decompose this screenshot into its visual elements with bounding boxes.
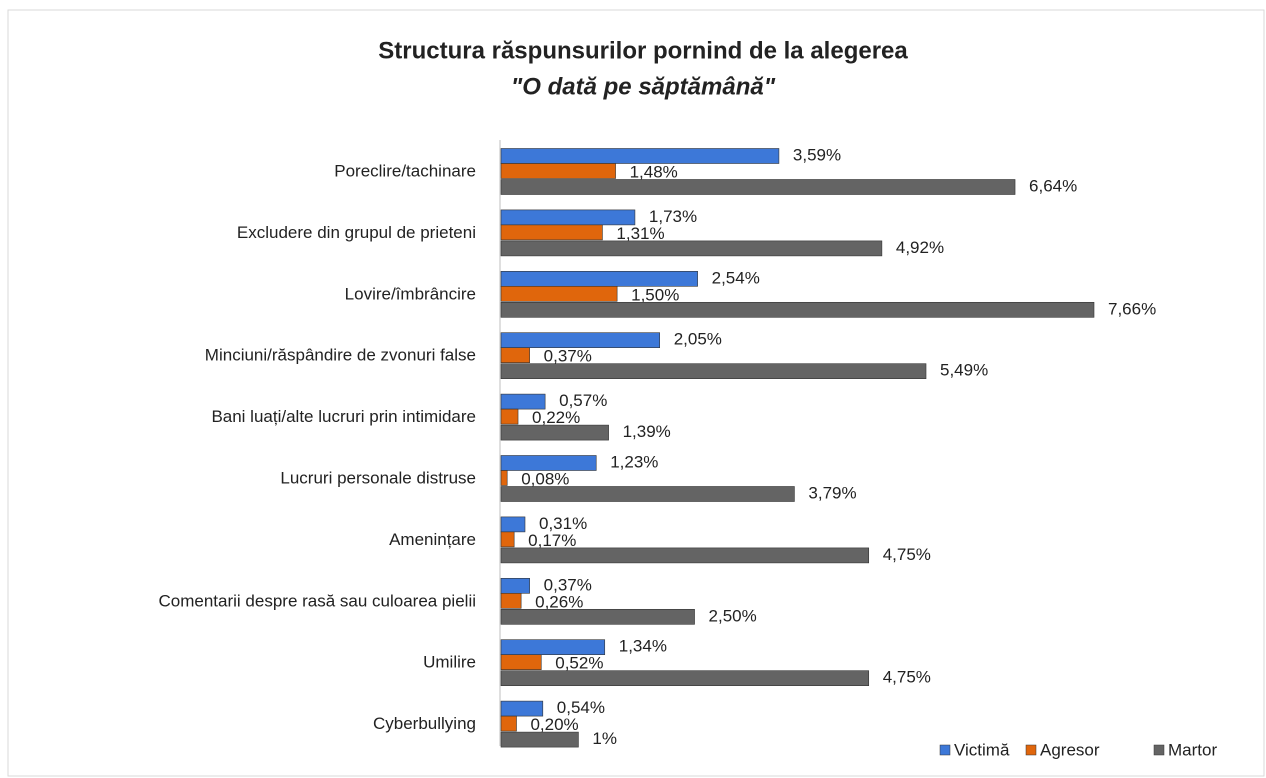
chart-title: Structura răspunsurilor pornind de la al… xyxy=(378,37,908,64)
bar xyxy=(500,148,780,164)
value-label: 1% xyxy=(592,729,617,748)
category-label: Minciuni/răspândire de zvonuri false xyxy=(205,346,476,365)
category-label: Lovire/îmbrâncire xyxy=(345,284,476,303)
bar xyxy=(500,577,530,594)
value-label: 0,26% xyxy=(535,592,583,611)
category-label: Umilire xyxy=(423,653,476,672)
chart-frame xyxy=(7,9,1265,777)
category-label: Bani luați/alte lucruri prin intimidare xyxy=(211,407,476,426)
bar xyxy=(500,224,603,241)
bar xyxy=(500,179,1016,195)
value-label: 1,50% xyxy=(631,285,679,304)
value-label: 1,48% xyxy=(630,162,678,181)
bar xyxy=(500,547,870,564)
value-label: 0,37% xyxy=(544,347,592,366)
category-label: Cyberbullying xyxy=(373,714,476,733)
category-label: Lucruri personale distruse xyxy=(280,468,476,487)
bar xyxy=(500,363,927,380)
bar xyxy=(500,393,546,410)
value-label: 0,17% xyxy=(528,531,576,550)
category-label: Comentarii despre rasă sau culoarea piel… xyxy=(159,591,477,610)
bar xyxy=(500,700,544,717)
category-label: Excludere din grupul de prieteni xyxy=(237,223,476,242)
bar xyxy=(500,301,1095,318)
legend-swatch xyxy=(1153,744,1165,756)
bar xyxy=(500,240,883,257)
chart-subtitle: "O dată pe săptămână" xyxy=(511,73,776,100)
value-label: 1,73% xyxy=(649,207,697,226)
bar xyxy=(500,715,517,732)
bar xyxy=(500,531,515,548)
legend-label: Victimă xyxy=(954,740,1010,759)
value-label: 0,37% xyxy=(544,575,592,594)
value-label: 0,31% xyxy=(539,514,587,533)
bar xyxy=(500,654,542,671)
bar xyxy=(500,270,698,287)
legend-swatch xyxy=(939,744,951,756)
bar xyxy=(500,163,616,179)
bar xyxy=(500,608,695,625)
value-label: 2,05% xyxy=(674,330,722,349)
bar xyxy=(500,486,795,502)
bar xyxy=(500,209,636,226)
value-label: 3,59% xyxy=(793,145,841,164)
value-label: 6,64% xyxy=(1029,176,1077,195)
value-label: 1,23% xyxy=(610,452,658,471)
bar xyxy=(500,470,508,486)
value-label: 4,75% xyxy=(883,668,931,687)
bar xyxy=(500,455,597,471)
value-label: 0,20% xyxy=(530,715,578,734)
category-label: Poreclire/tachinare xyxy=(334,161,476,180)
value-label: 0,54% xyxy=(557,698,605,717)
value-label: 5,49% xyxy=(940,361,988,380)
bar xyxy=(500,408,519,425)
legend-swatch xyxy=(1025,744,1037,756)
bar xyxy=(500,592,522,609)
value-label: 7,66% xyxy=(1108,299,1156,318)
bar xyxy=(500,516,526,533)
value-label: 0,57% xyxy=(559,391,607,410)
value-label: 2,50% xyxy=(709,606,757,625)
bar xyxy=(500,424,609,441)
value-label: 0,08% xyxy=(521,469,569,488)
value-label: 0,52% xyxy=(555,654,603,673)
bar xyxy=(500,731,579,748)
bar xyxy=(500,639,606,656)
value-label: 4,75% xyxy=(883,545,931,564)
value-label: 2,54% xyxy=(712,268,760,287)
bar xyxy=(500,285,618,302)
value-label: 1,34% xyxy=(619,637,667,656)
value-label: 1,31% xyxy=(616,224,664,243)
legend-label: Martor xyxy=(1168,740,1217,759)
category-label: Amenințare xyxy=(389,530,476,549)
bar xyxy=(500,670,870,687)
value-label: 4,92% xyxy=(896,238,944,257)
bar xyxy=(500,347,530,364)
legend-label: Agresor xyxy=(1040,740,1100,759)
value-label: 3,79% xyxy=(808,483,856,502)
value-label: 1,39% xyxy=(623,422,671,441)
value-label: 0,22% xyxy=(532,408,580,427)
bar xyxy=(500,332,661,349)
